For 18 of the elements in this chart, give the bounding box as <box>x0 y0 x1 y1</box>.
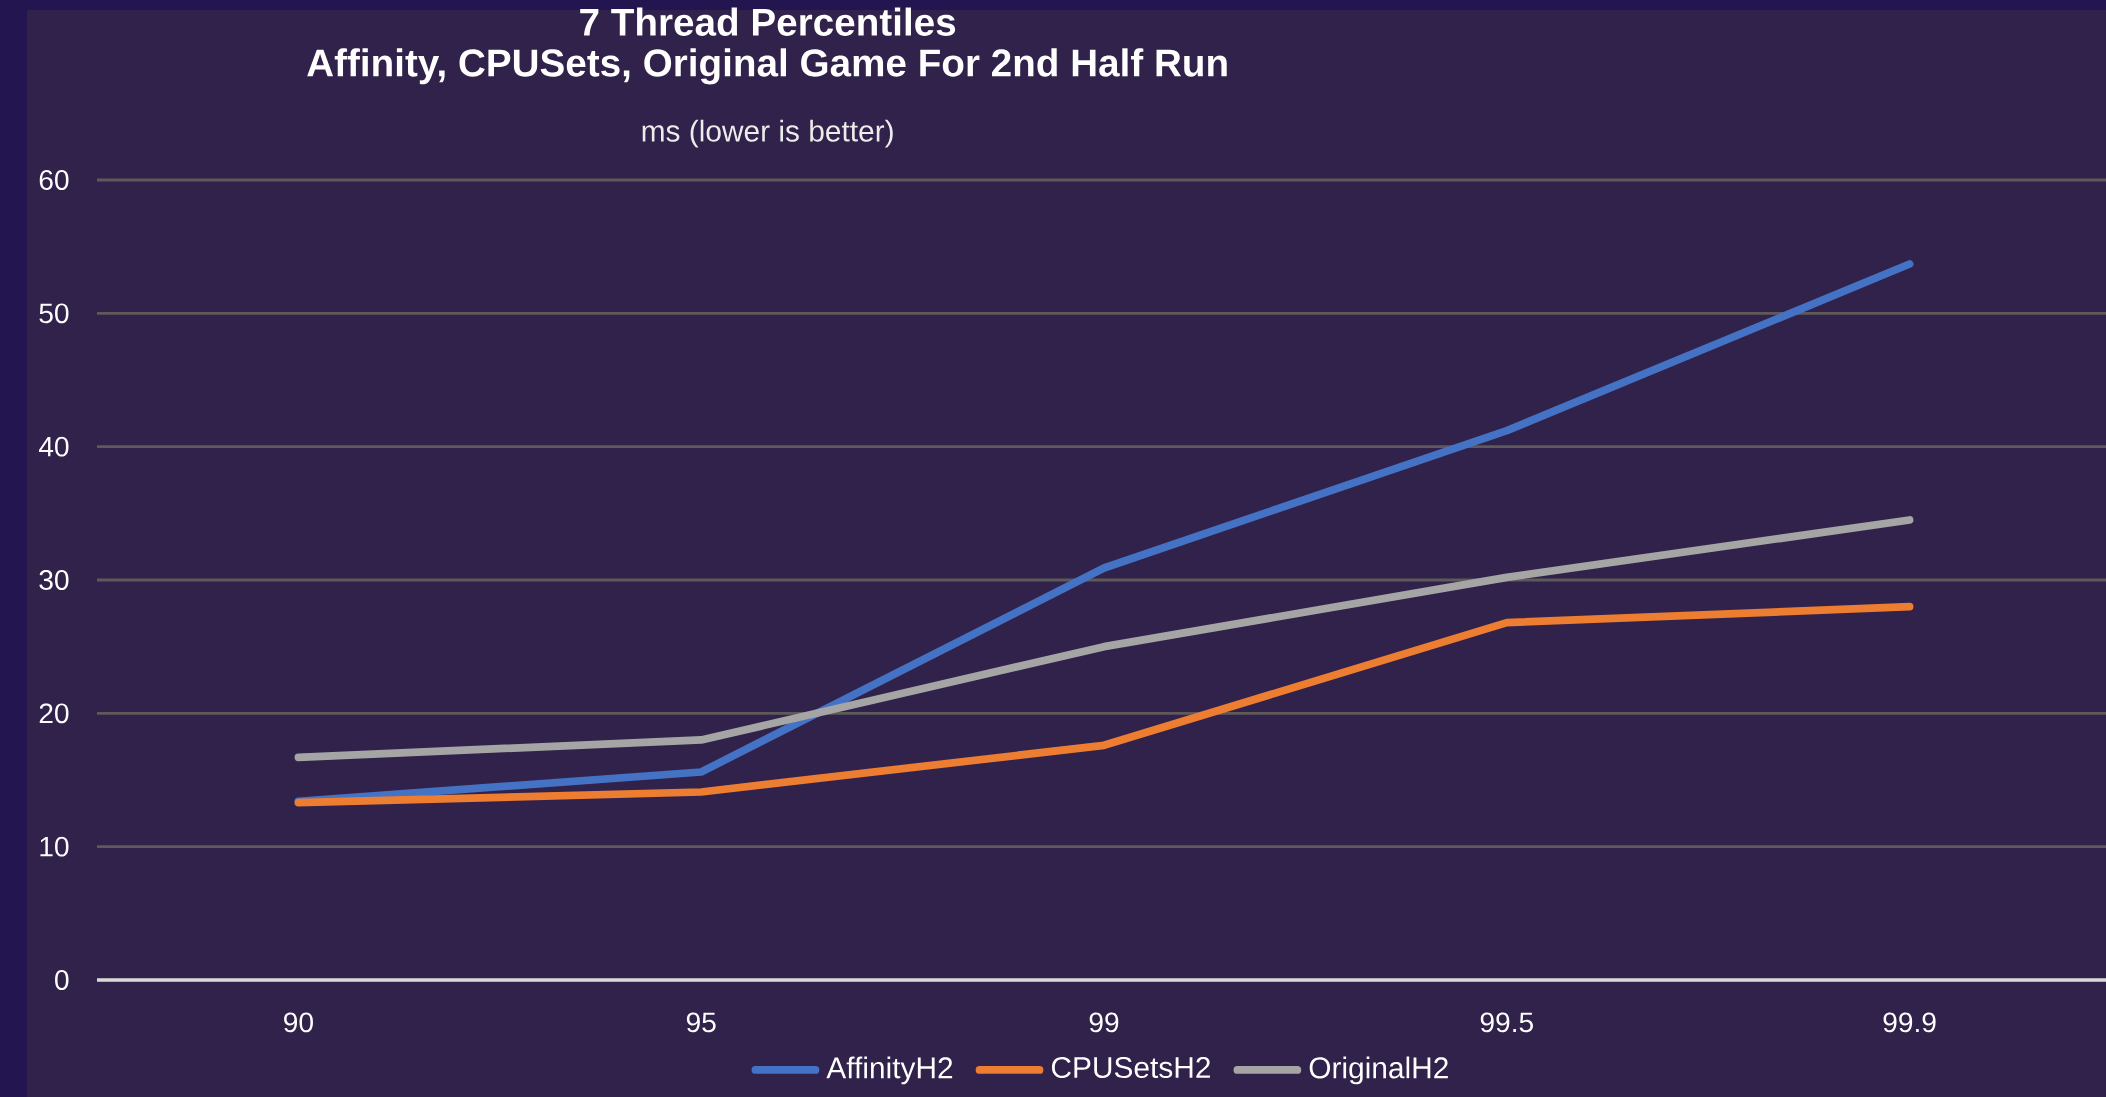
chart-subtitle: Affinity, CPUSets, Original Game For 2nd Half Run <box>307 48 1227 85</box>
y-tick-label: 40 <box>38 436 69 457</box>
y-tick-label: 60 <box>39 170 69 190</box>
legend-label: AffinityH2 <box>826 1056 953 1085</box>
x-tick-label: 99 <box>1089 1012 1119 1033</box>
legend-label: OriginalH2 <box>1309 1056 1448 1085</box>
y-tick-label: 30 <box>39 570 69 590</box>
x-tick-label: 90 <box>284 1012 313 1033</box>
x-tick-label: 95 <box>686 1012 716 1033</box>
x-tick-label: 99.9 <box>1883 1012 1936 1033</box>
y-axis-title: ms (lower is better) <box>642 119 893 148</box>
x-tick-label: 99.5 <box>1480 1012 1533 1033</box>
y-tick-label: 20 <box>39 703 69 724</box>
y-tick-label: 50 <box>39 303 69 324</box>
legend-label: CPUSetsH2 <box>1051 1056 1210 1079</box>
y-tick-label: 10 <box>40 836 69 857</box>
chart-title: 7 Thread Percentiles <box>580 7 956 36</box>
y-tick-label: 0 <box>55 970 69 990</box>
